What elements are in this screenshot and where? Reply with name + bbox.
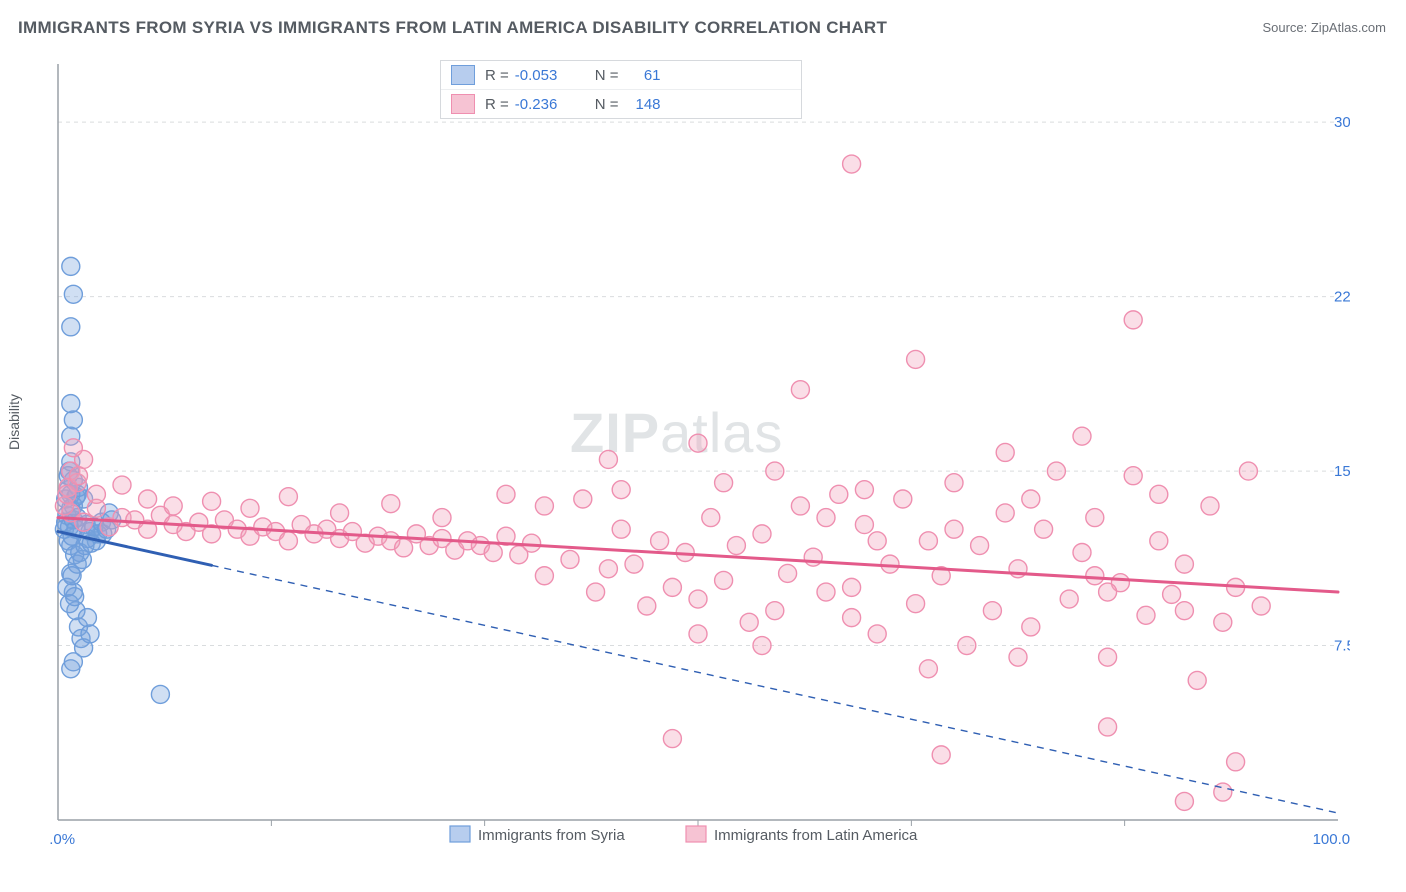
source-attribution: Source: ZipAtlas.com (1262, 20, 1386, 35)
svg-text:22.5%: 22.5% (1334, 289, 1350, 306)
stat-r-label: R = (485, 67, 509, 84)
source-link[interactable]: ZipAtlas.com (1311, 20, 1386, 35)
source-prefix: Source: (1262, 20, 1310, 35)
stat-n-value-latam: 148 (625, 96, 661, 113)
scatter-chart: 7.5% 15.0% 22.5% 30.0% 0.0% 100.0% Immigrants … (50, 58, 1350, 848)
svg-text:Immigrants from Latin America: Immigrants from Latin America (714, 827, 918, 844)
swatch-syria (451, 65, 475, 85)
svg-text:7.5%: 7.5% (1334, 638, 1350, 655)
swatch-latam (451, 94, 475, 114)
svg-text:Immigrants from Syria: Immigrants from Syria (478, 827, 625, 844)
stat-n-label: N = (595, 96, 619, 113)
stat-r-value-latam: -0.236 (515, 96, 575, 113)
stat-n-label: N = (595, 67, 619, 84)
correlation-legend-box: R = -0.053 N = 61 R = -0.236 N = 148 (440, 60, 802, 119)
chart-area: 7.5% 15.0% 22.5% 30.0% 0.0% 100.0% Immigrants … (50, 58, 1350, 848)
svg-text:15.0%: 15.0% (1334, 463, 1350, 480)
series-latam (55, 155, 1270, 810)
svg-text:30.0%: 30.0% (1334, 114, 1350, 131)
legend-row-syria: R = -0.053 N = 61 (441, 61, 801, 89)
stat-r-label: R = (485, 96, 509, 113)
svg-text:0.0%: 0.0% (50, 831, 75, 848)
svg-text:100.0%: 100.0% (1313, 831, 1350, 848)
stat-n-value-syria: 61 (625, 67, 661, 84)
legend-bottom: Immigrants from Syria Immigrants from Lat… (450, 826, 918, 844)
y-axis-label: Disability (6, 394, 22, 450)
legend-row-latam: R = -0.236 N = 148 (441, 89, 801, 118)
stat-r-value-syria: -0.053 (515, 67, 575, 84)
chart-title: IMMIGRANTS FROM SYRIA VS IMMIGRANTS FROM… (18, 18, 887, 38)
